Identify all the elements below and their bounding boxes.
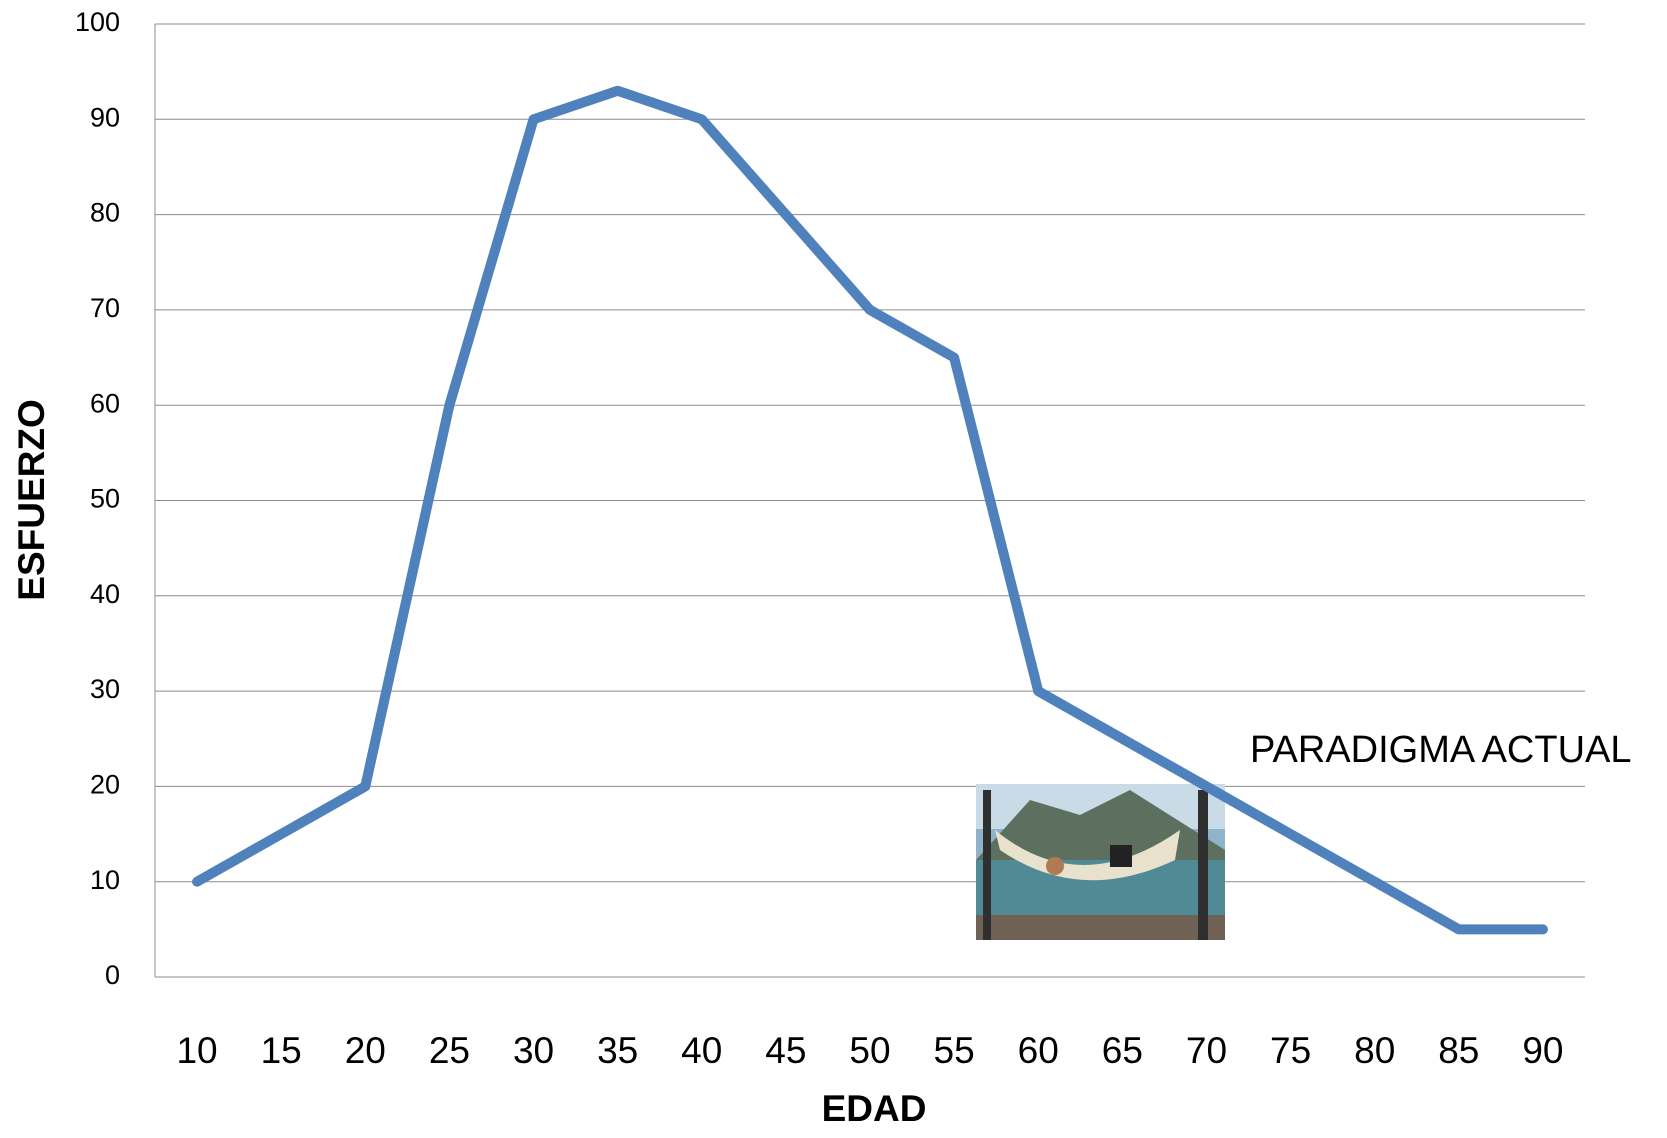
y-tick-label: 30 — [90, 674, 120, 704]
x-tick-label: 70 — [1186, 1030, 1227, 1071]
x-tick-label: 20 — [345, 1030, 386, 1071]
x-tick-label: 10 — [176, 1030, 217, 1071]
x-tick-label: 50 — [849, 1030, 890, 1071]
x-tick-label: 30 — [513, 1030, 554, 1071]
x-tick-label: 40 — [681, 1030, 722, 1071]
y-tick-label: 20 — [90, 770, 120, 800]
line-series — [192, 85, 1548, 935]
y-tick-label: 40 — [90, 579, 120, 609]
y-tick-label: 0 — [105, 960, 120, 990]
x-axis-title: EDAD — [822, 1088, 927, 1129]
x-tick-label: 55 — [934, 1030, 975, 1071]
x-tick-label: 90 — [1522, 1030, 1563, 1071]
x-tick-label: 75 — [1270, 1030, 1311, 1071]
photo — [976, 784, 1225, 940]
x-tick-label: 85 — [1438, 1030, 1479, 1071]
x-tick-label: 35 — [597, 1030, 638, 1071]
x-tick-label: 65 — [1102, 1030, 1143, 1071]
x-tick-label: 25 — [429, 1030, 470, 1071]
y-tick-label: 80 — [90, 198, 120, 228]
x-tick-label: 15 — [261, 1030, 302, 1071]
y-tick-label: 50 — [90, 484, 120, 514]
y-tick-label: 100 — [75, 7, 120, 37]
y-axis-title: ESFUERZO — [11, 399, 52, 600]
x-tick-label: 45 — [765, 1030, 806, 1071]
x-tick-label: 60 — [1018, 1030, 1059, 1071]
y-tick-label: 10 — [90, 865, 120, 895]
y-tick-label: 70 — [90, 293, 120, 323]
annotation: PARADIGMA ACTUAL — [1250, 729, 1632, 771]
y-tick-label: 60 — [90, 388, 120, 418]
x-tick-label: 80 — [1354, 1030, 1395, 1071]
y-tick-label: 90 — [90, 102, 120, 132]
